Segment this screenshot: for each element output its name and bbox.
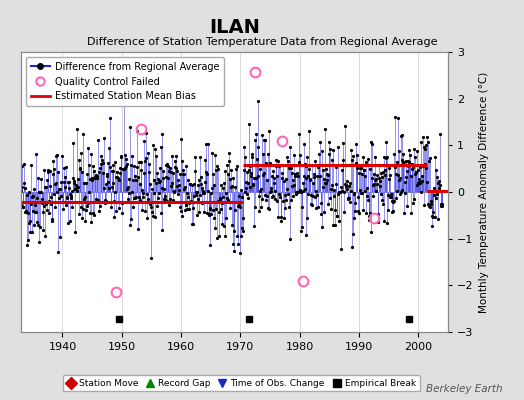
Text: Berkeley Earth: Berkeley Earth [427,384,503,394]
Legend: Station Move, Record Gap, Time of Obs. Change, Empirical Break: Station Move, Record Gap, Time of Obs. C… [62,375,420,392]
Text: Difference of Station Temperature Data from Regional Average: Difference of Station Temperature Data f… [87,37,437,47]
Y-axis label: Monthly Temperature Anomaly Difference (°C): Monthly Temperature Anomaly Difference (… [479,71,489,313]
Legend: Difference from Regional Average, Quality Control Failed, Estimated Station Mean: Difference from Regional Average, Qualit… [26,57,224,106]
Title: ILAN: ILAN [209,18,260,36]
